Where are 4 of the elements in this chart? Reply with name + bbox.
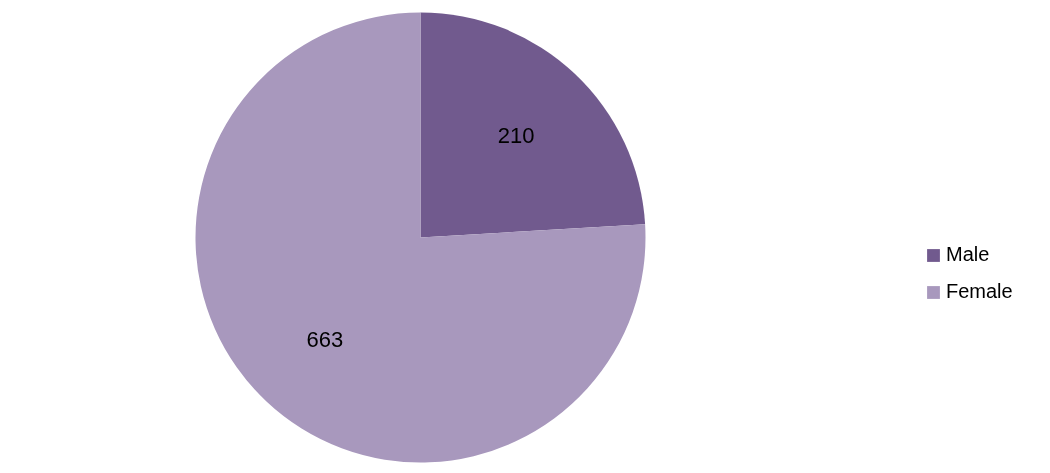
legend-label: Male — [946, 243, 990, 266]
legend-label: Female — [946, 280, 1013, 303]
data-label: 663 — [306, 326, 344, 352]
data-label: 210 — [497, 123, 535, 149]
